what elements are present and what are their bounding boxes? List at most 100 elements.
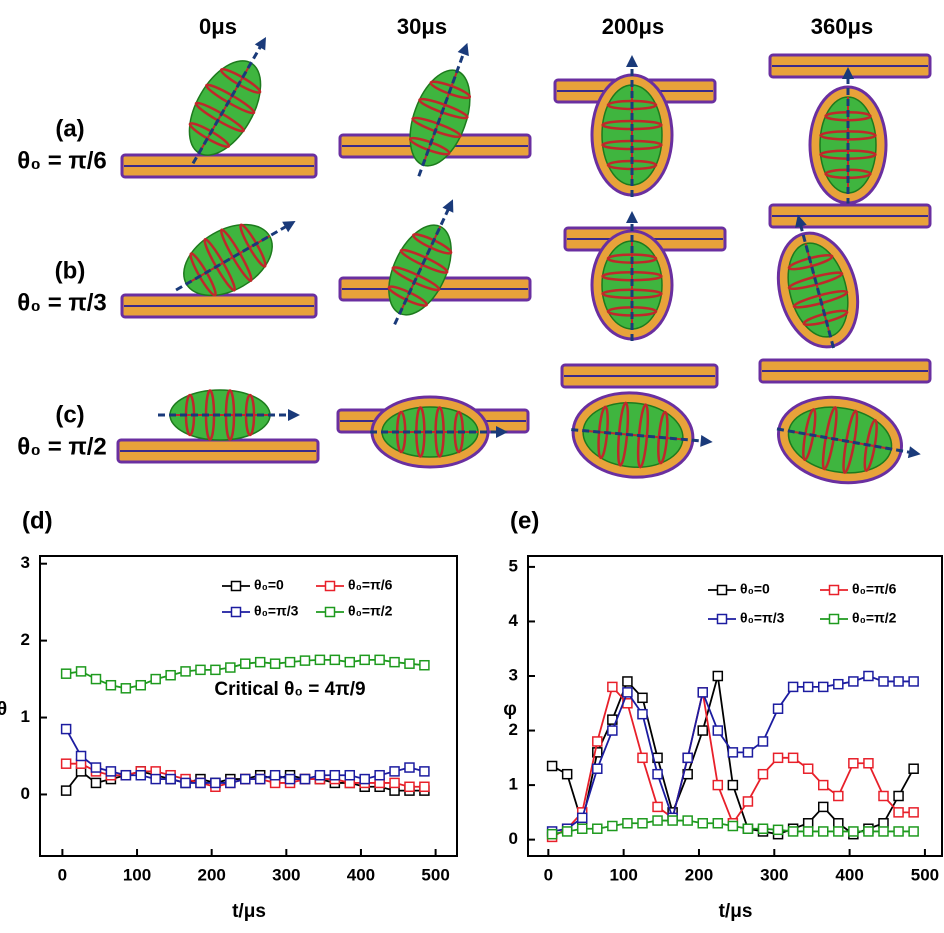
axis-arrow-head bbox=[254, 36, 266, 51]
data-point bbox=[802, 826, 814, 837]
data-point bbox=[833, 826, 844, 837]
legend-marker bbox=[230, 580, 242, 592]
axis-arrow-head bbox=[626, 211, 638, 223]
axis-arrow-head bbox=[288, 409, 300, 421]
data-point bbox=[195, 664, 206, 676]
data-point bbox=[561, 826, 573, 837]
data-point bbox=[344, 769, 356, 781]
data-point bbox=[742, 796, 754, 807]
data-point bbox=[314, 654, 326, 666]
data-point bbox=[712, 725, 724, 736]
data-point bbox=[772, 703, 784, 714]
data-point bbox=[299, 773, 311, 785]
data-point bbox=[622, 818, 633, 829]
y-tick-label: 1 bbox=[21, 707, 30, 726]
data-point bbox=[637, 692, 648, 704]
data-point bbox=[592, 736, 603, 747]
legend-marker bbox=[828, 613, 840, 625]
data-point bbox=[848, 676, 859, 687]
axis-arrow-head bbox=[457, 42, 469, 57]
data-point bbox=[195, 777, 206, 789]
data-point bbox=[284, 773, 296, 785]
data-point bbox=[210, 664, 221, 676]
y-tick-label: 3 bbox=[509, 665, 518, 684]
y-tick-label: 1 bbox=[509, 775, 518, 794]
nanoparticle bbox=[158, 389, 300, 441]
series-line bbox=[551, 685, 914, 838]
data-point bbox=[878, 790, 889, 802]
data-point bbox=[284, 656, 296, 668]
data-point bbox=[697, 725, 708, 736]
data-point bbox=[833, 790, 844, 802]
data-point bbox=[863, 758, 874, 769]
ligand-ring bbox=[788, 429, 892, 451]
legend-entry: θ₀=π/6 bbox=[348, 577, 393, 593]
data-point bbox=[344, 656, 356, 668]
nanoparticle bbox=[776, 395, 921, 485]
x-tick-label: 100 bbox=[609, 865, 637, 884]
data-point bbox=[359, 773, 370, 785]
x-tick-label: 300 bbox=[272, 865, 300, 884]
legend-marker bbox=[828, 584, 840, 596]
data-point bbox=[359, 654, 370, 666]
data-point bbox=[240, 658, 251, 669]
legend-entry: θ₀=π/2 bbox=[852, 610, 897, 626]
data-point bbox=[817, 826, 829, 837]
data-point bbox=[817, 779, 829, 791]
data-point bbox=[893, 807, 904, 818]
data-point bbox=[757, 736, 769, 747]
data-point bbox=[90, 777, 102, 789]
data-point bbox=[90, 673, 102, 685]
row-label: (b) bbox=[55, 257, 86, 284]
data-point bbox=[712, 818, 724, 829]
axis-arrow-head bbox=[700, 434, 713, 447]
data-point bbox=[697, 818, 708, 829]
data-point bbox=[389, 766, 400, 777]
data-point bbox=[592, 763, 603, 774]
data-point bbox=[863, 826, 874, 837]
data-point bbox=[893, 676, 904, 687]
column-header: 360μs bbox=[811, 14, 873, 39]
data-point bbox=[802, 763, 814, 774]
data-point bbox=[404, 658, 415, 669]
data-point bbox=[254, 773, 266, 785]
data-point bbox=[667, 815, 678, 826]
axis-arrow bbox=[417, 49, 467, 177]
data-point bbox=[374, 654, 385, 666]
legend-marker bbox=[324, 580, 336, 592]
data-point bbox=[787, 826, 799, 837]
y-tick-label: 2 bbox=[21, 630, 30, 649]
column-header: 200μs bbox=[602, 14, 664, 39]
row-angle: θ₀ = π/6 bbox=[17, 147, 107, 174]
data-point bbox=[60, 723, 72, 735]
data-point bbox=[389, 777, 400, 789]
data-point bbox=[817, 801, 829, 813]
data-point bbox=[878, 676, 889, 687]
axis-arrow-head bbox=[626, 55, 638, 67]
annotation: Critical θ₀ = 4π/9 bbox=[214, 679, 365, 700]
nanoparticle bbox=[590, 211, 674, 341]
data-point bbox=[314, 769, 326, 781]
x-tick-label: 300 bbox=[760, 865, 788, 884]
y-tick-label: 0 bbox=[509, 829, 518, 848]
data-point bbox=[787, 681, 799, 693]
y-axis-label: φ bbox=[503, 699, 517, 720]
data-point bbox=[908, 676, 919, 687]
axis-arrow bbox=[191, 43, 264, 165]
data-point bbox=[135, 769, 147, 781]
x-tick-label: 200 bbox=[685, 865, 713, 884]
data-point bbox=[727, 820, 739, 832]
data-point bbox=[848, 758, 859, 769]
data-point bbox=[772, 824, 784, 836]
plot-frame bbox=[39, 555, 458, 857]
data-point bbox=[105, 679, 117, 691]
data-point bbox=[787, 752, 799, 764]
data-point bbox=[60, 668, 72, 679]
data-point bbox=[404, 762, 415, 773]
x-tick-label: 500 bbox=[421, 865, 449, 884]
data-point bbox=[908, 826, 919, 837]
data-point bbox=[637, 818, 648, 829]
nanoparticle bbox=[370, 395, 508, 469]
data-point bbox=[561, 768, 573, 780]
